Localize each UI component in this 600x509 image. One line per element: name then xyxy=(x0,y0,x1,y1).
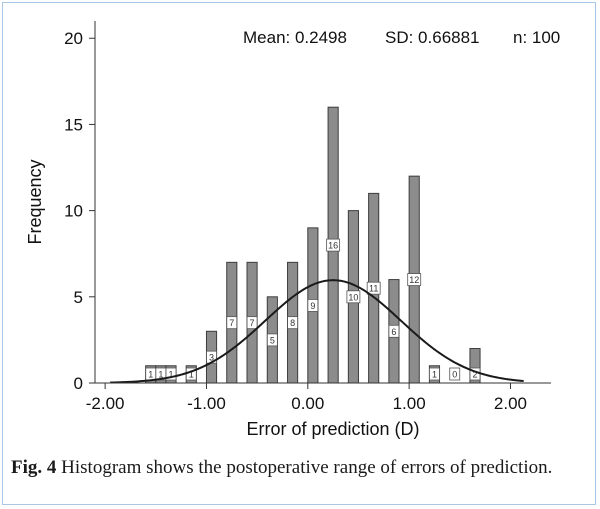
bar-count-label: 5 xyxy=(266,333,278,347)
bar-count-text: 12 xyxy=(409,275,419,285)
bar-count-text: 1 xyxy=(189,370,194,380)
bar-count-text: 0 xyxy=(452,370,457,380)
bar-count-text: 11 xyxy=(369,284,378,294)
bar-count-label: 1 xyxy=(165,367,177,381)
bar-count-label: 12 xyxy=(407,273,422,286)
figure-frame: 1 1 1 1 3 7 7 5 8 9 16 10 11 6 12 1 0 2 0 5 10 15 20 -2.00 -1.0… xyxy=(2,2,596,505)
bar-count-text: 1 xyxy=(168,370,173,380)
bar-count-label: 1 xyxy=(145,367,157,381)
x-tick-label: -2.00 xyxy=(86,394,125,413)
bar-count-text: 6 xyxy=(391,327,396,337)
bar-count-text: 7 xyxy=(250,318,255,328)
bar-count-text: 1 xyxy=(148,370,153,380)
bars-layer xyxy=(145,106,481,384)
bar-count-text: 3 xyxy=(209,353,214,363)
x-tick-label: -1.00 xyxy=(187,394,226,413)
y-tick-label: 0 xyxy=(74,374,83,393)
caption-label: Fig. 4 xyxy=(11,457,57,478)
y-tick-label: 10 xyxy=(64,202,83,221)
x-tick-label: 2.00 xyxy=(494,394,527,413)
normal-curve xyxy=(110,279,524,384)
bar-count-text: 8 xyxy=(290,318,295,328)
stats-n: n: 100 xyxy=(513,28,560,47)
bar-count-text: 1 xyxy=(432,370,437,380)
bar-count-label: 7 xyxy=(246,316,258,330)
bar-count-text: 10 xyxy=(348,292,358,302)
bar-count-text: 9 xyxy=(310,301,315,311)
bar-count-text: 16 xyxy=(328,241,338,251)
y-tick-label: 15 xyxy=(64,115,83,134)
bar-count-text: 1 xyxy=(158,370,163,380)
bar-count-text: 7 xyxy=(229,318,234,328)
y-tick-label: 5 xyxy=(74,288,83,307)
bar-count-label: 9 xyxy=(307,299,319,312)
bar-count-label: 11 xyxy=(366,281,381,295)
y-axis-title: Frequency xyxy=(25,159,45,244)
bar-count-text: 2 xyxy=(472,370,477,380)
bar-count-label: 7 xyxy=(226,316,238,330)
bar-count-label: 8 xyxy=(287,316,299,330)
bar-count-label: 1 xyxy=(429,367,440,381)
bar-count-label: 16 xyxy=(326,238,341,252)
caption-text: Histogram shows the postoperative range … xyxy=(56,457,553,478)
x-axis-title: Error of prediction (D) xyxy=(246,419,419,439)
stats-sd: SD: 0.66881 xyxy=(385,28,480,47)
bar-count-text: 5 xyxy=(270,335,275,345)
figure-caption: Fig. 4 Histogram shows the postoperative… xyxy=(11,455,591,480)
x-tick-label: 1.00 xyxy=(393,394,426,413)
x-tick-label: 0.00 xyxy=(291,394,324,413)
bar-count-label: 0 xyxy=(449,367,461,381)
bar-count-label: 10 xyxy=(346,290,361,304)
y-tick-label: 20 xyxy=(64,29,83,48)
bar-count-label: 6 xyxy=(388,324,400,338)
stats-mean: Mean: 0.2498 xyxy=(243,28,347,47)
